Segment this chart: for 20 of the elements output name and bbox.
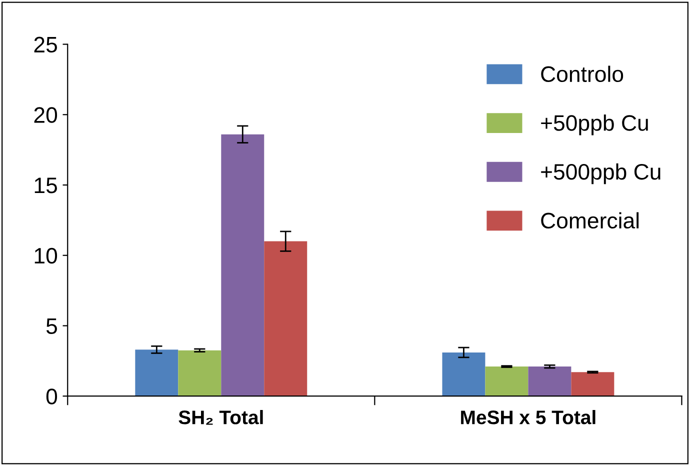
x-tick-label: MeSH x 5 Total bbox=[461, 410, 596, 424]
y-tick-label: 15 bbox=[34, 178, 57, 194]
y-tick-label: 5 bbox=[46, 318, 57, 334]
bar bbox=[178, 350, 222, 396]
bar bbox=[264, 241, 308, 396]
y-tick-label: 20 bbox=[34, 107, 58, 123]
legend-label: +50ppb Cu bbox=[541, 114, 648, 136]
bar bbox=[571, 372, 614, 396]
bar bbox=[485, 366, 528, 396]
bar bbox=[221, 134, 264, 396]
bar bbox=[442, 352, 486, 396]
legend-label: Controlo bbox=[541, 66, 624, 82]
y-tick-label: 10 bbox=[34, 248, 58, 264]
x-tick-label: SH₂ Total bbox=[178, 410, 263, 425]
bar bbox=[528, 366, 572, 396]
legend-label: +500ppb Cu bbox=[541, 163, 660, 184]
legend-label: Comercial bbox=[541, 212, 639, 229]
bar bbox=[135, 350, 178, 396]
y-tick-label: 0 bbox=[46, 388, 58, 404]
y-tick-label: 25 bbox=[34, 36, 57, 53]
